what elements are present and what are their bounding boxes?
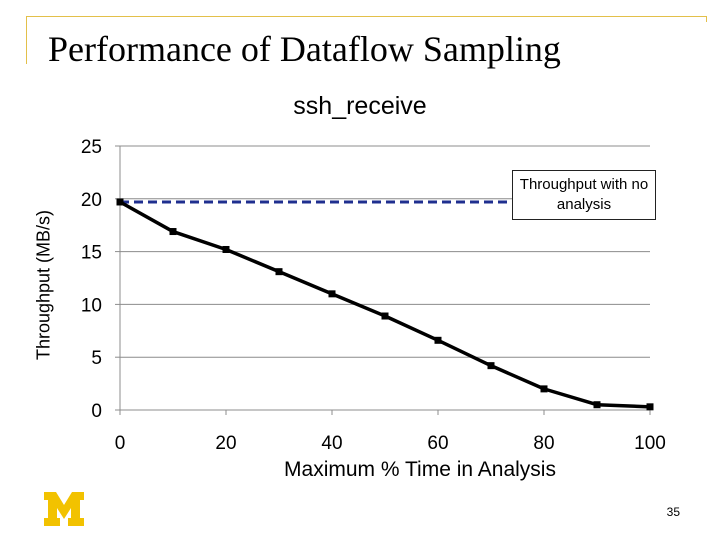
data-point (275, 268, 283, 276)
slide-title: Performance of Dataflow Sampling (48, 29, 561, 69)
y-axis-label: Throughput (MB/s) (33, 209, 54, 361)
x-tick-label: 0 (115, 433, 126, 454)
y-tick-label: 0 (91, 401, 102, 422)
x-tick-label: 100 (634, 433, 666, 454)
y-tick-label: 5 (91, 348, 102, 369)
data-point (540, 385, 548, 393)
x-tick-label: 60 (427, 433, 448, 454)
data-point (646, 403, 654, 411)
y-tick-label: 10 (81, 295, 102, 316)
x-axis-label: Maximum % Time in Analysis (284, 458, 556, 481)
data-point (169, 228, 177, 236)
frame-top-line (26, 16, 706, 17)
x-tick-label: 40 (321, 433, 342, 454)
data-point (593, 401, 601, 409)
y-tick-label: 15 (81, 243, 102, 264)
data-point (487, 362, 495, 370)
data-point (328, 290, 336, 298)
x-tick-label: 20 (215, 433, 236, 454)
chart-title: ssh_receive (293, 92, 427, 120)
frame-left-line (26, 16, 27, 64)
data-point (116, 198, 124, 206)
data-point (434, 336, 442, 344)
reference-line-annotation: Throughput with no analysis (512, 170, 656, 220)
y-tick-label: 25 (81, 137, 102, 158)
university-m-logo (44, 492, 84, 526)
data-point (222, 245, 230, 253)
x-tick-label: 80 (533, 433, 554, 454)
page-number: 35 (666, 505, 680, 519)
y-tick-label: 20 (81, 190, 102, 211)
frame-right-line (706, 16, 707, 22)
data-point (381, 312, 389, 320)
